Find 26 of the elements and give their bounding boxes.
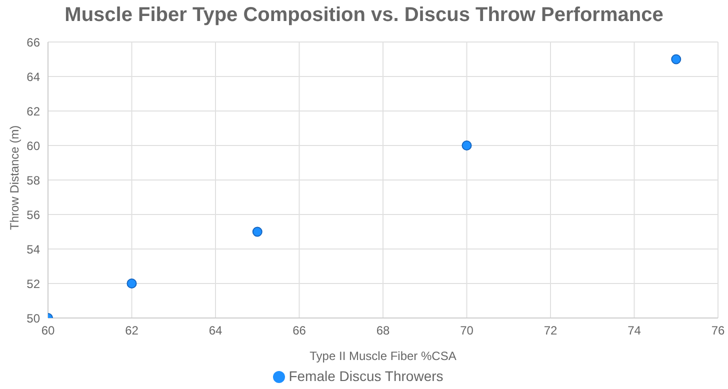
y-tick-label: 58 xyxy=(26,173,40,188)
point xyxy=(252,226,262,237)
x-tick-label: 68 xyxy=(376,324,390,338)
x-tick-label: 76 xyxy=(711,324,725,338)
x-tick-label: 66 xyxy=(292,324,306,338)
chart-title: Muscle Fiber Type Composition vs. Discus Throw Performance xyxy=(64,4,664,28)
y-tick-label: 64 xyxy=(26,70,40,84)
x-tick-label: 70 xyxy=(460,324,474,338)
y-tick-label: 50 xyxy=(26,311,40,326)
y-tick-label: 66 xyxy=(26,35,40,50)
y-tick-label: 54 xyxy=(26,242,40,256)
x-tick-label: 74 xyxy=(628,324,642,338)
x-tick-label: 60 xyxy=(41,324,55,338)
x-tick-label: 62 xyxy=(125,324,139,338)
y-axis-title: Throw Distance (m) xyxy=(7,125,22,230)
y-tick-label: 60 xyxy=(26,138,40,153)
y-tick-label: 62 xyxy=(26,104,40,118)
x-axis-title: Type II Muscle Fiber %CSA xyxy=(310,349,456,363)
point xyxy=(462,140,472,151)
x-tick-label: 64 xyxy=(208,324,222,338)
x-tick-label: 72 xyxy=(544,324,558,338)
y-tick-label: 56 xyxy=(26,208,40,222)
point xyxy=(126,278,137,289)
legend-label: Female Discus Throwers xyxy=(288,368,444,384)
point xyxy=(671,54,682,64)
y-tick-label: 52 xyxy=(26,276,40,291)
